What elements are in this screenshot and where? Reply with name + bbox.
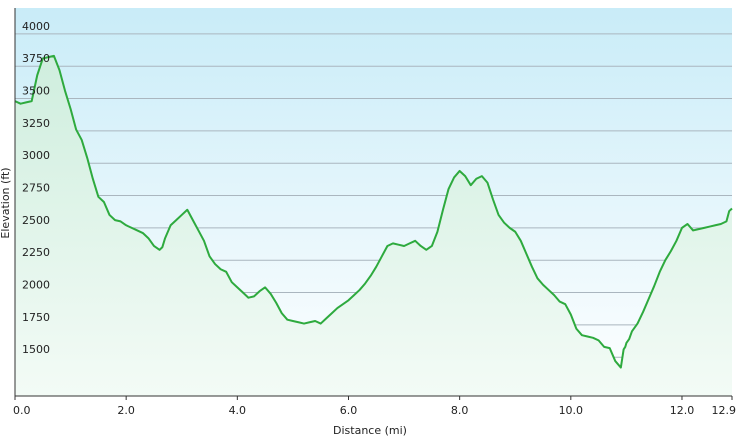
y-axis-title: Elevation (ft) (0, 167, 12, 238)
y-tick-label: 3250 (22, 117, 50, 130)
y-tick-label: 1500 (22, 343, 50, 356)
x-tick-label: 0.0 (13, 404, 31, 417)
x-tick-label: 4.0 (229, 404, 247, 417)
x-tick-label: 6.0 (340, 404, 358, 417)
x-tick-label: 12.0 (670, 404, 695, 417)
y-tick-label: 3000 (22, 149, 50, 162)
x-tick-label: 10.0 (559, 404, 584, 417)
x-tick-labels: 0.0 2.0 4.0 6.0 8.0 10.0 12.0 12.9 (13, 396, 736, 417)
elevation-line (14, 54, 733, 369)
y-tick-label: 2250 (22, 246, 50, 259)
y-tick-label: 2500 (22, 214, 50, 227)
y-tick-label: 4000 (22, 20, 50, 33)
y-tick-label: 1750 (22, 311, 50, 324)
y-tick-label: 2750 (22, 182, 50, 195)
x-tick-label: 8.0 (451, 404, 469, 417)
x-tick-label: 2.0 (117, 404, 135, 417)
y-tick-labels: 1500 1750 2000 2250 2500 2750 3000 3250 3500 3750… (22, 20, 50, 356)
y-tick-label: 3500 (22, 85, 50, 98)
y-tick-label: 3750 (22, 52, 50, 65)
x-axis-title: Distance (mi) (333, 424, 407, 437)
x-tick-label: 12.9 (712, 404, 737, 417)
y-tick-label: 2000 (22, 279, 50, 292)
elevation-area (15, 55, 732, 396)
